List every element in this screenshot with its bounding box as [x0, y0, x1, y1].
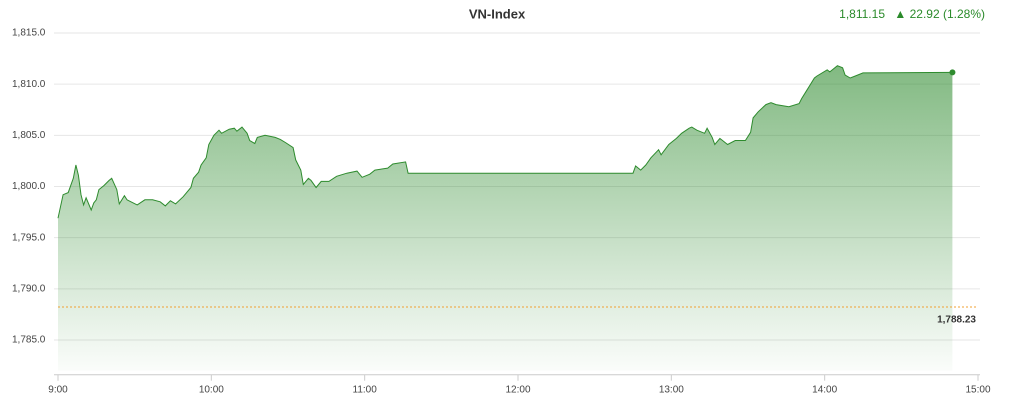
y-tick-label: 1,790.0 [12, 283, 46, 294]
y-tick-label: 1,785.0 [12, 335, 46, 346]
last-value: 1,811.15 [839, 7, 885, 21]
y-tick-label: 1,800.0 [12, 181, 46, 192]
chart-title: VN-Index [469, 6, 526, 21]
x-tick-label: 15:00 [965, 384, 990, 395]
x-tick-label: 10:00 [199, 384, 224, 395]
end-point [949, 69, 956, 76]
area [58, 65, 953, 371]
x-tick-label: 9:00 [48, 384, 68, 395]
change: ▲ 22.92 (1.28%) [894, 7, 985, 21]
y-tick-label: 1,795.0 [12, 232, 46, 243]
reference-label: 1,788.23 [937, 315, 976, 326]
line [57, 65, 953, 219]
y-tick-label: 1,810.0 [12, 79, 46, 90]
y-tick-label: 1,805.0 [12, 130, 46, 141]
y-tick-label: 1,815.0 [12, 28, 46, 39]
x-tick-label: 11:00 [353, 384, 378, 395]
x-tick-label: 12:00 [505, 384, 530, 395]
x-tick-label: 14:00 [812, 384, 837, 395]
x-tick-label: 13:00 [659, 384, 684, 395]
